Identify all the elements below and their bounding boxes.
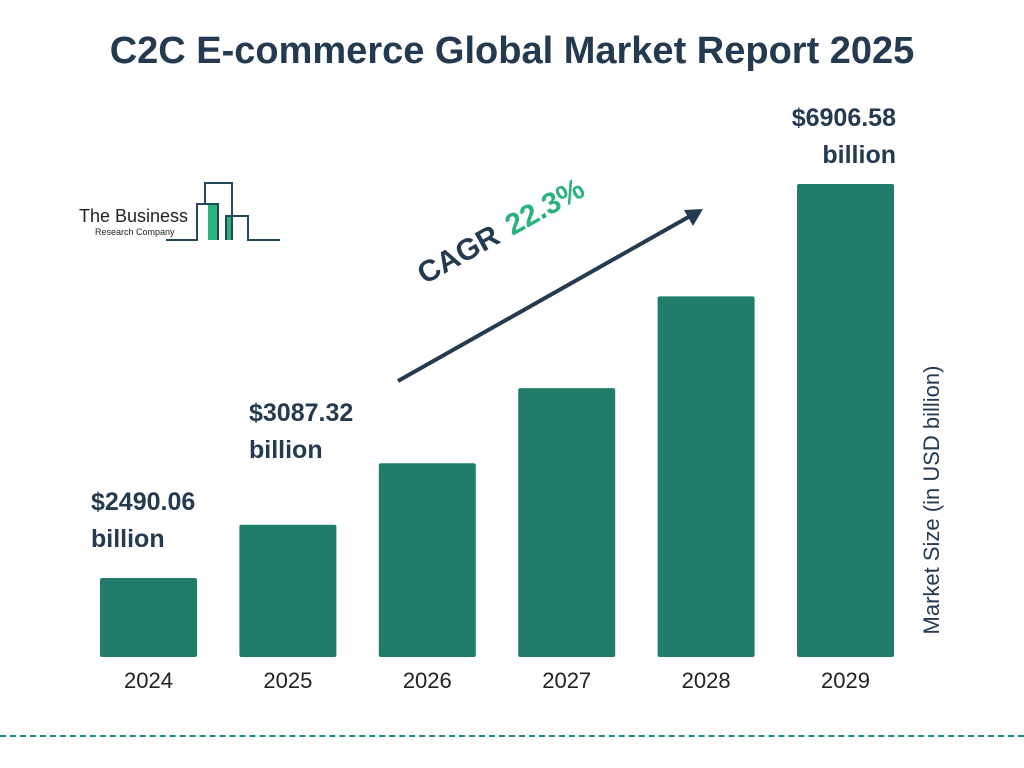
data-label-unit: billion: [249, 436, 323, 464]
bar-2024: [100, 578, 197, 657]
bar-2028: [657, 296, 755, 657]
logo-text-line2: Research Company: [95, 227, 175, 237]
data-label-value: $6906.58: [791, 104, 896, 132]
data-label-value: $3087.32: [249, 399, 354, 427]
cagr-arrow: [397, 209, 703, 383]
data-label-2025: $3087.32 billion: [249, 395, 353, 469]
x-tick-label: 2028: [682, 668, 731, 693]
logo-icon: [166, 182, 280, 241]
x-tick-label: 2029: [821, 668, 870, 693]
bar-2025: [239, 524, 337, 657]
x-tick-label: 2025: [263, 668, 312, 693]
data-label-2029: $6906.58 billion: [776, 100, 896, 174]
data-label-unit: billion: [91, 525, 165, 553]
data-label-2024: $2490.06 billion: [91, 484, 195, 558]
bar-2029: [797, 184, 894, 657]
y-axis-label: Market Size (in USD billion): [919, 365, 944, 635]
bar-2026: [378, 463, 476, 657]
x-tick-label: 2024: [124, 668, 173, 693]
x-tick-label: 2027: [542, 668, 591, 693]
bar-2027: [518, 388, 616, 657]
data-label-value: $2490.06: [91, 488, 196, 516]
x-tick-label: 2026: [403, 668, 452, 693]
chart-title: C2C E-commerce Global Market Report 2025: [109, 30, 915, 72]
logo-text-line1: The Business: [79, 206, 189, 226]
data-label-unit: billion: [822, 141, 896, 169]
divider: [0, 735, 1024, 737]
